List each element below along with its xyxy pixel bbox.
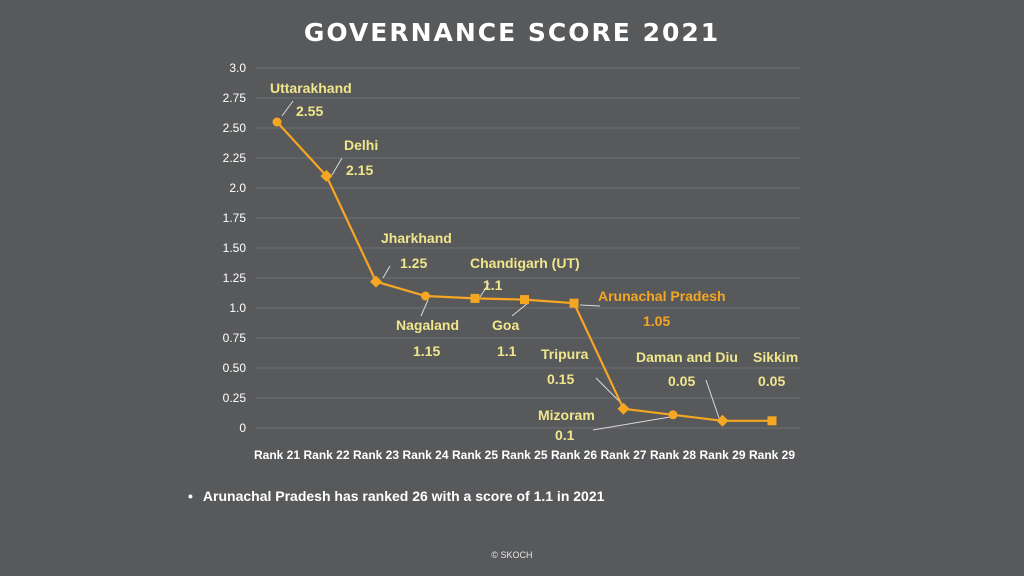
data-label-name: Tripura xyxy=(541,346,589,362)
x-tick-label: Rank 29 xyxy=(749,448,795,462)
data-label-value: 0.1 xyxy=(555,427,575,443)
data-series xyxy=(272,117,777,427)
data-label-name: Jharkhand xyxy=(381,230,452,246)
data-label-name: Arunachal Pradesh xyxy=(598,288,726,304)
data-label-name: Delhi xyxy=(344,137,378,153)
data-point xyxy=(421,291,430,301)
y-tick-label: 1.50 xyxy=(223,241,247,255)
y-tick-label: 1.0 xyxy=(229,301,246,315)
y-tick-label: 0 xyxy=(239,421,246,435)
data-label-value: 1.1 xyxy=(497,343,517,359)
grid-lines xyxy=(256,67,800,429)
y-tick-label: 2.50 xyxy=(223,121,247,135)
y-tick-label: 0.75 xyxy=(223,331,247,345)
copyright-footer: © SKOCH xyxy=(491,550,533,560)
data-label-value: 2.15 xyxy=(346,162,373,178)
leader-line xyxy=(420,299,429,317)
leader-line xyxy=(579,304,601,307)
data-point xyxy=(569,298,579,308)
y-tick-label: 2.25 xyxy=(223,151,247,165)
x-tick-label: Rank 29 xyxy=(699,448,745,462)
leader-line xyxy=(382,265,391,279)
y-axis-ticks: 3.0 2.75 2.50 2.25 2.0 1.75 1.50 1.25 1.0 0.75 0.5… xyxy=(223,61,247,435)
bullet-text: Arunachal Pradesh has ranked 26 with a s… xyxy=(202,488,605,504)
leader-line xyxy=(331,157,343,176)
leader-line xyxy=(281,100,294,117)
leader-line xyxy=(479,282,490,298)
data-label-name: Nagaland xyxy=(396,317,459,333)
y-tick-label: 1.25 xyxy=(223,271,247,285)
y-tick-label: 0.50 xyxy=(223,361,247,375)
bullet-dot: • xyxy=(188,488,193,504)
leader-line xyxy=(705,379,720,419)
data-point xyxy=(716,414,729,427)
x-tick-label: Rank 27 xyxy=(600,448,646,462)
data-point xyxy=(320,170,333,182)
x-tick-label: Rank 25 xyxy=(452,448,498,462)
data-point xyxy=(617,402,630,415)
data-point xyxy=(370,275,382,288)
summary-bullet: • Arunachal Pradesh has ranked 26 with a … xyxy=(188,488,604,504)
leader-line xyxy=(511,302,529,317)
y-tick-label: 2.0 xyxy=(229,181,246,195)
y-tick-label: 0.25 xyxy=(223,391,247,405)
data-label-name: Mizoram xyxy=(538,407,595,423)
x-tick-label: Rank 26 xyxy=(551,448,597,462)
x-tick-label: Rank 22 xyxy=(303,448,349,462)
data-label-value: 0.05 xyxy=(668,373,695,389)
x-tick-label: Rank 21 xyxy=(254,448,300,462)
line-chart: 3.0 2.75 2.50 2.25 2.0 1.75 1.50 1.25 1.0 0.75 0.5… xyxy=(223,61,800,462)
y-tick-label: 1.75 xyxy=(223,211,247,225)
data-label-value: 2.55 xyxy=(296,103,323,119)
data-label-name: Daman and Diu xyxy=(636,349,738,365)
data-labels: Uttarakhand 2.55 Delhi 2.15 Jharkhand 1.25 Nag… xyxy=(270,80,798,443)
y-tick-label: 3.0 xyxy=(229,61,246,75)
data-point xyxy=(520,295,529,305)
chart-title: GOVERNANCE SCORE 2021 xyxy=(303,18,721,47)
data-label-value: 0.05 xyxy=(758,373,785,389)
y-tick-label: 2.75 xyxy=(223,91,247,105)
data-label-name: Goa xyxy=(492,317,519,333)
data-point xyxy=(272,117,282,127)
data-label-value: 0.15 xyxy=(547,371,574,387)
data-label-name: Chandigarh (UT) xyxy=(470,255,580,271)
data-point xyxy=(470,293,480,303)
data-label-value: 1.05 xyxy=(643,313,670,329)
data-label-value: 1.25 xyxy=(400,255,427,271)
data-label-name: Uttarakhand xyxy=(270,80,352,96)
data-point xyxy=(668,410,678,420)
data-label-name: Sikkim xyxy=(753,349,798,365)
x-tick-label: Rank 28 xyxy=(650,448,696,462)
x-axis-ticks: Rank 21 Rank 22 Rank 23 Rank 24 Rank 25 Rank … xyxy=(254,448,795,462)
leader-line xyxy=(592,415,677,431)
x-tick-label: Rank 23 xyxy=(353,448,399,462)
data-point xyxy=(767,416,777,426)
data-label-value: 1.15 xyxy=(413,343,440,359)
data-label-value: 1.1 xyxy=(483,277,503,293)
x-tick-label: Rank 25 xyxy=(501,448,547,462)
x-tick-label: Rank 24 xyxy=(402,448,448,462)
